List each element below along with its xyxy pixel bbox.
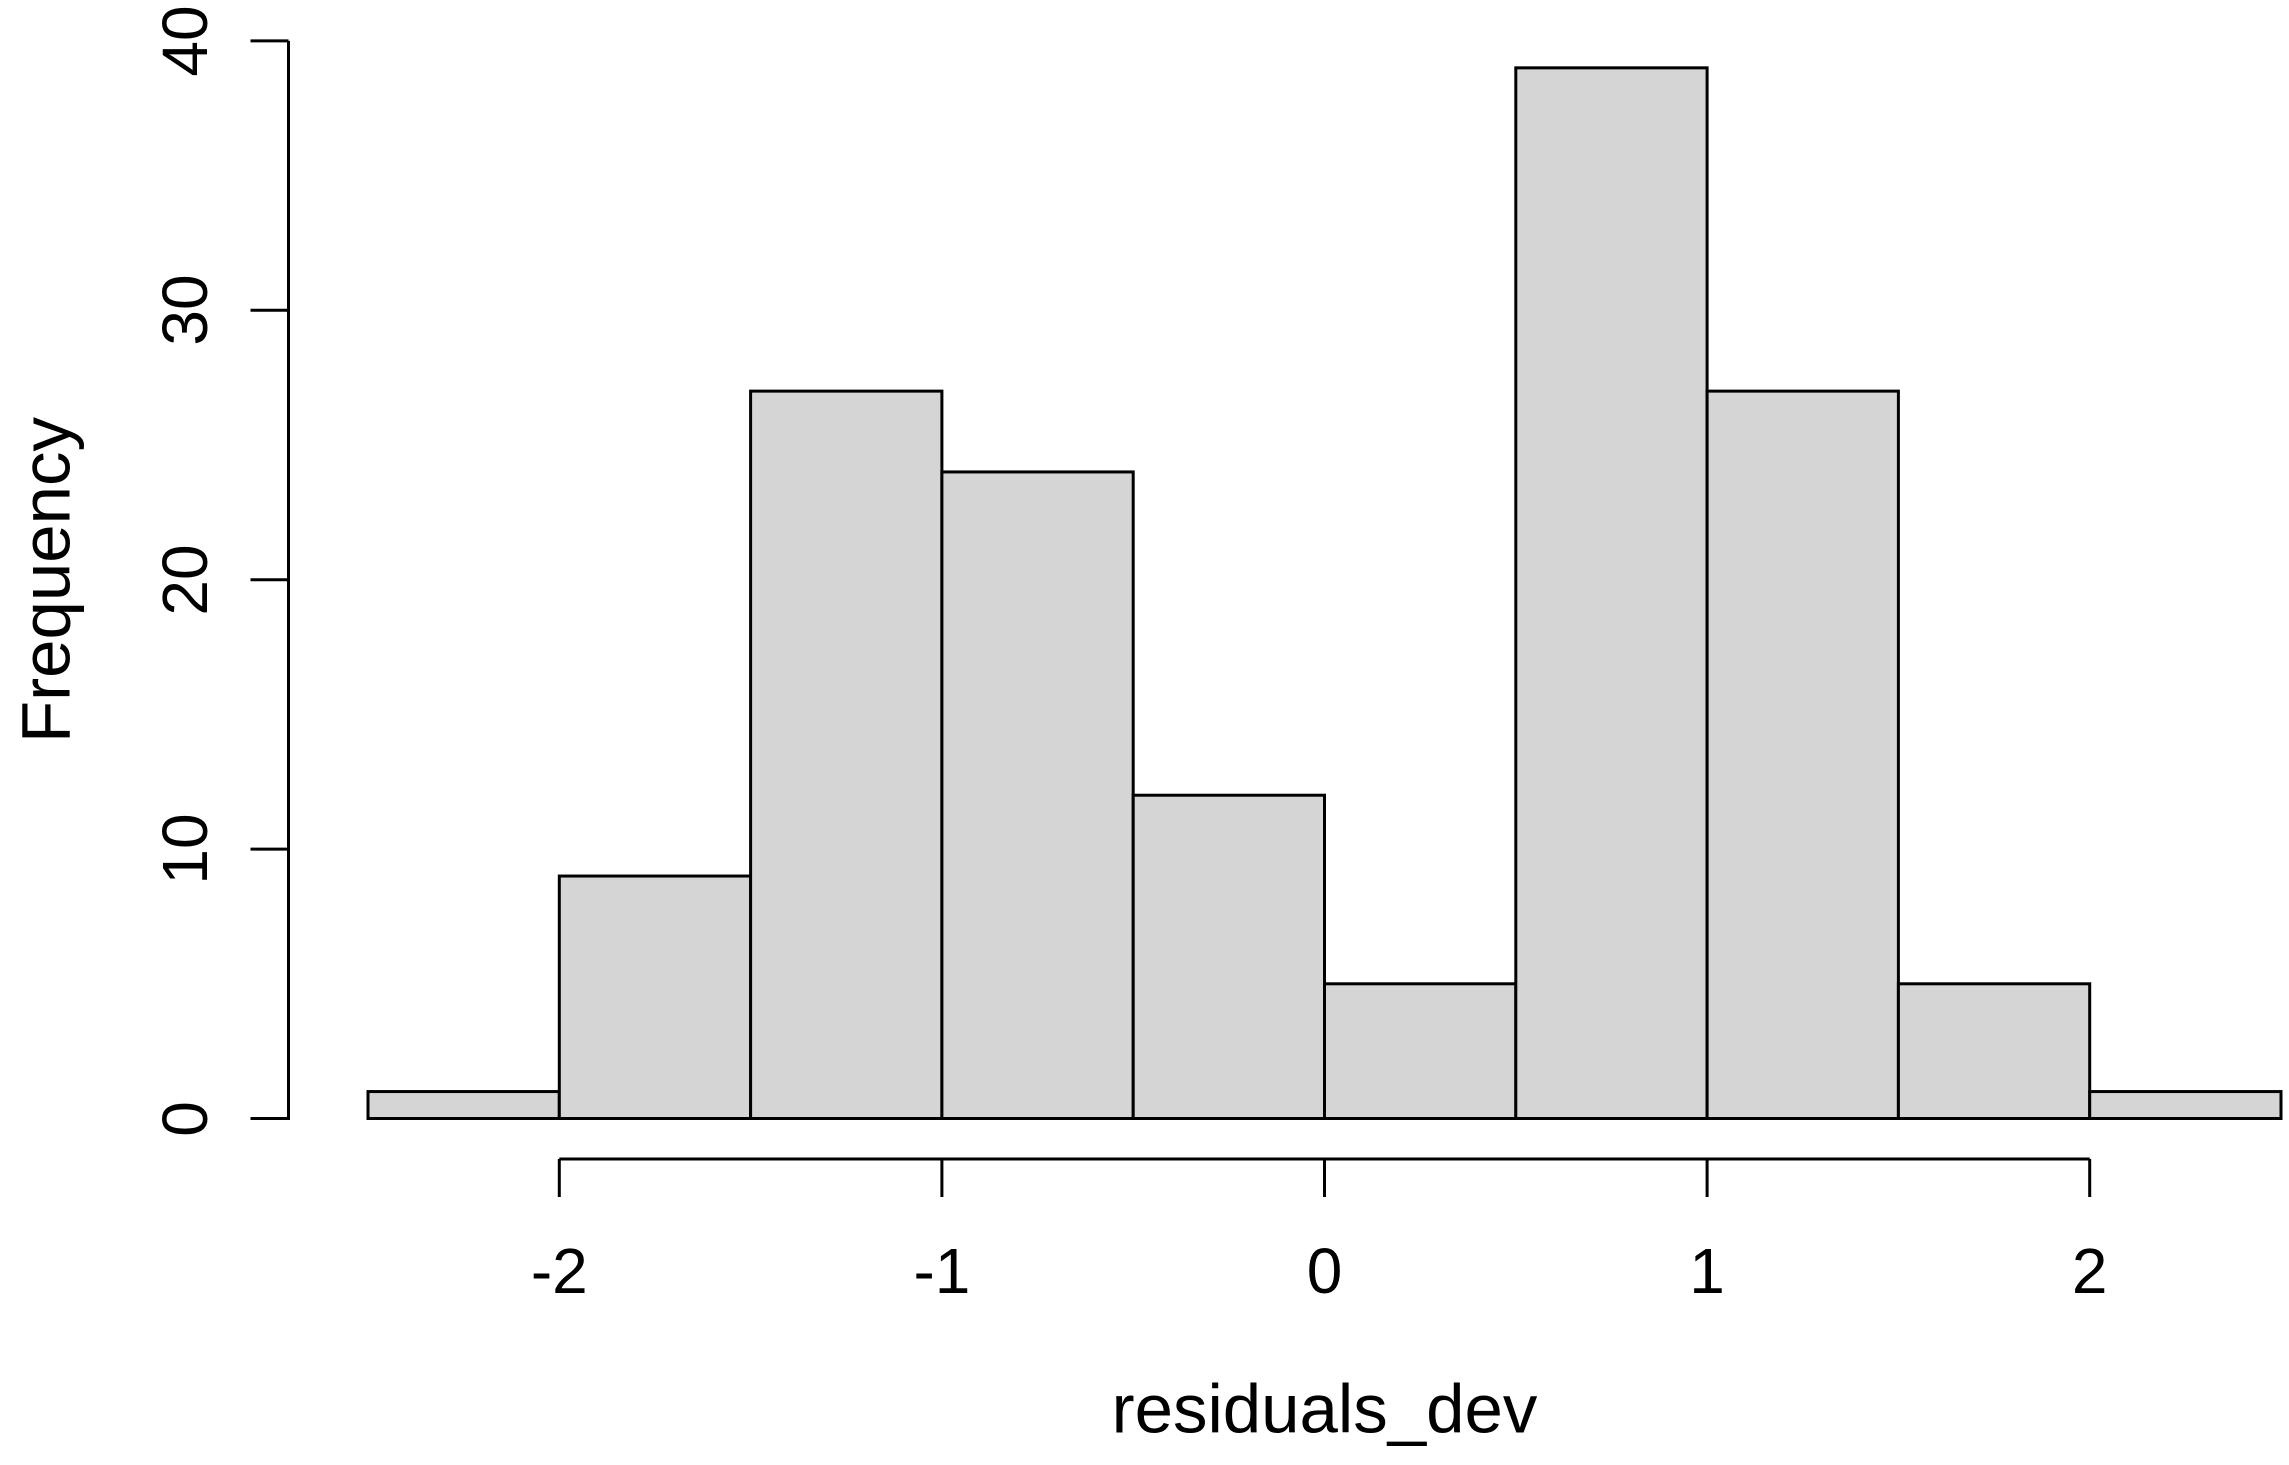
histogram-bar: [1896, 982, 2092, 1120]
histogram-bar: [366, 1090, 561, 1121]
x-tick-label: 0: [1306, 1235, 1343, 1307]
histogram-bar: [1131, 793, 1326, 1120]
y-tick-label: 10: [149, 813, 221, 885]
histogram-bar: [940, 470, 1135, 1120]
x-tick-label: -2: [530, 1235, 588, 1307]
y-tick-label: 20: [149, 544, 221, 616]
x-axis-label: residuals_dev: [1111, 1370, 1538, 1448]
histogram-bar: [2088, 1090, 2283, 1121]
y-axis-label: Frequency: [7, 416, 85, 743]
histogram-bar: [749, 389, 944, 1120]
y-tick-label: 30: [149, 274, 221, 346]
histogram-bar: [557, 874, 753, 1120]
x-tick-label: -1: [913, 1235, 971, 1307]
y-tick-label: 0: [149, 1100, 221, 1137]
x-tick-label: 2: [2071, 1235, 2108, 1307]
y-tick-label: 40: [149, 5, 221, 77]
histogram-bar: [1323, 982, 1518, 1120]
histogram-bar: [1514, 66, 1709, 1121]
histogram-bar: [1705, 389, 1900, 1120]
x-tick-label: 1: [1689, 1235, 1725, 1307]
